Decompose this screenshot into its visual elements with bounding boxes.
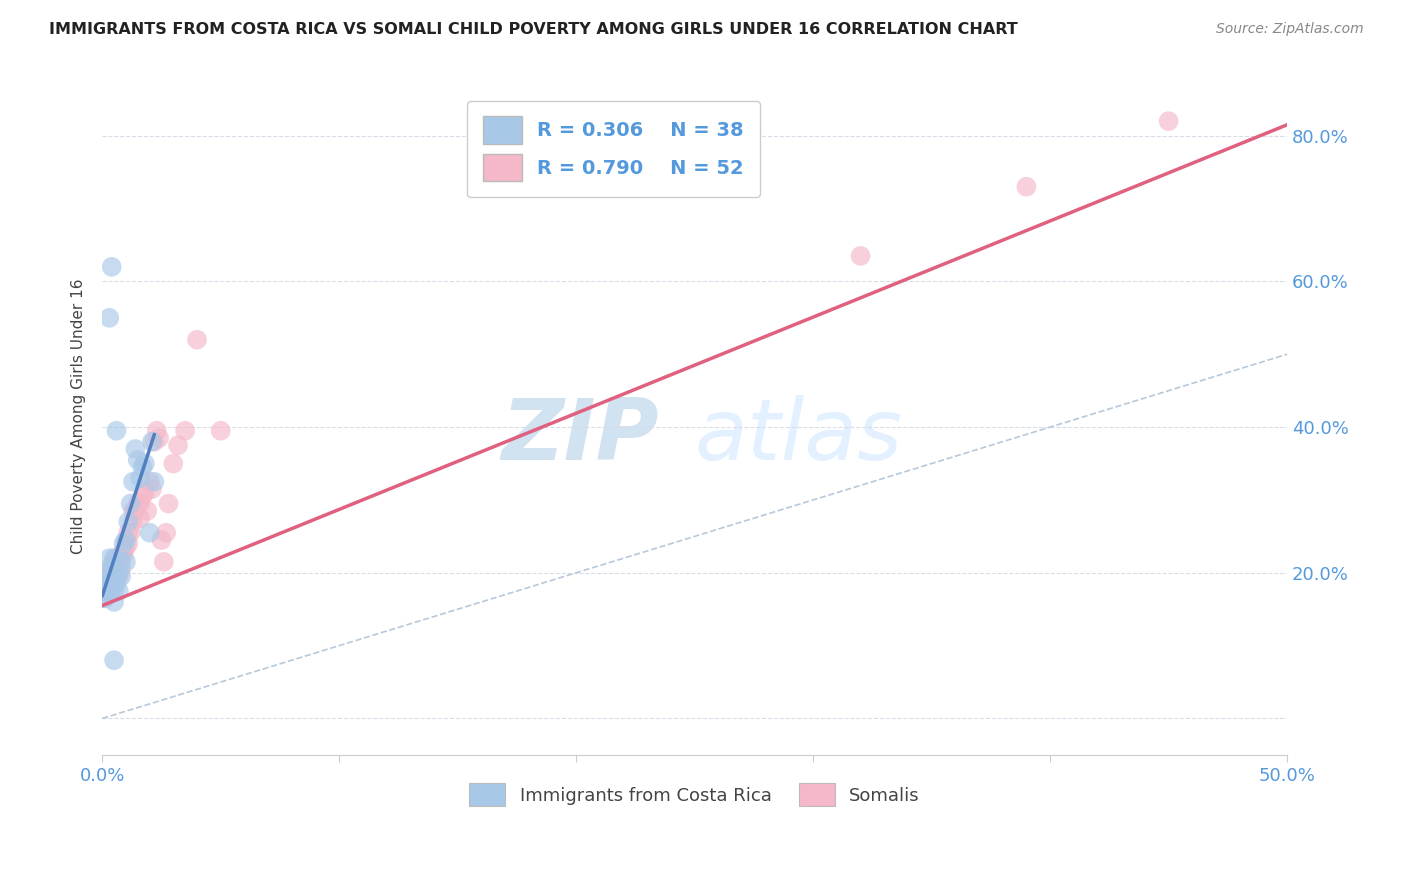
Point bbox=[115, 555, 138, 569]
Point bbox=[103, 584, 125, 599]
Point bbox=[134, 457, 156, 471]
Point bbox=[186, 333, 208, 347]
Point bbox=[110, 555, 132, 569]
Legend: Immigrants from Costa Rica, Somalis: Immigrants from Costa Rica, Somalis bbox=[463, 776, 927, 814]
Point bbox=[93, 576, 115, 591]
Point bbox=[127, 497, 149, 511]
Text: Source: ZipAtlas.com: Source: ZipAtlas.com bbox=[1216, 22, 1364, 37]
Point bbox=[110, 548, 132, 562]
Point bbox=[103, 653, 125, 667]
Point bbox=[1015, 179, 1038, 194]
Point bbox=[115, 533, 138, 547]
Point bbox=[129, 497, 152, 511]
Text: IMMIGRANTS FROM COSTA RICA VS SOMALI CHILD POVERTY AMONG GIRLS UNDER 16 CORRELAT: IMMIGRANTS FROM COSTA RICA VS SOMALI CHI… bbox=[49, 22, 1018, 37]
Point bbox=[120, 525, 142, 540]
Point bbox=[129, 471, 152, 485]
Point bbox=[98, 569, 121, 583]
Point bbox=[148, 431, 170, 445]
Point bbox=[96, 584, 118, 599]
Point bbox=[93, 591, 115, 606]
Point bbox=[122, 475, 145, 489]
Point bbox=[112, 536, 135, 550]
Point bbox=[155, 525, 177, 540]
Point bbox=[112, 548, 135, 562]
Point bbox=[103, 555, 125, 569]
Point bbox=[122, 504, 145, 518]
Point bbox=[141, 434, 163, 449]
Text: atlas: atlas bbox=[695, 395, 903, 478]
Point bbox=[103, 569, 125, 583]
Point bbox=[98, 573, 121, 587]
Point bbox=[110, 569, 132, 583]
Point bbox=[112, 544, 135, 558]
Point bbox=[105, 551, 128, 566]
Point bbox=[98, 576, 121, 591]
Point bbox=[96, 584, 118, 599]
Point bbox=[849, 249, 872, 263]
Point bbox=[107, 584, 129, 599]
Point bbox=[100, 576, 122, 591]
Point bbox=[98, 588, 121, 602]
Point bbox=[105, 424, 128, 438]
Point bbox=[98, 551, 121, 566]
Point bbox=[100, 576, 122, 591]
Point bbox=[105, 566, 128, 580]
Point bbox=[167, 438, 190, 452]
Point bbox=[117, 536, 139, 550]
Point bbox=[124, 442, 146, 456]
Text: ZIP: ZIP bbox=[502, 395, 659, 478]
Point bbox=[120, 497, 142, 511]
Point bbox=[122, 515, 145, 529]
Point bbox=[93, 584, 115, 599]
Point bbox=[115, 541, 138, 555]
Point bbox=[98, 310, 121, 325]
Point bbox=[117, 525, 139, 540]
Point bbox=[153, 555, 176, 569]
Point bbox=[138, 525, 160, 540]
Point bbox=[131, 489, 153, 503]
Y-axis label: Child Poverty Among Girls Under 16: Child Poverty Among Girls Under 16 bbox=[72, 278, 86, 554]
Point bbox=[162, 457, 184, 471]
Point bbox=[138, 475, 160, 489]
Point bbox=[141, 482, 163, 496]
Point bbox=[117, 515, 139, 529]
Point bbox=[93, 573, 115, 587]
Point bbox=[93, 591, 115, 606]
Point bbox=[100, 260, 122, 274]
Point bbox=[1157, 114, 1180, 128]
Point bbox=[131, 460, 153, 475]
Point bbox=[209, 424, 232, 438]
Point bbox=[157, 497, 180, 511]
Point bbox=[174, 424, 197, 438]
Point bbox=[127, 453, 149, 467]
Point bbox=[103, 551, 125, 566]
Point bbox=[129, 511, 152, 525]
Point bbox=[105, 576, 128, 591]
Point bbox=[115, 533, 138, 547]
Point bbox=[107, 555, 129, 569]
Point bbox=[96, 566, 118, 580]
Point bbox=[96, 580, 118, 594]
Point bbox=[96, 566, 118, 580]
Point bbox=[145, 424, 167, 438]
Point bbox=[136, 504, 159, 518]
Point bbox=[124, 504, 146, 518]
Point bbox=[100, 566, 122, 580]
Point bbox=[103, 595, 125, 609]
Point bbox=[105, 569, 128, 583]
Point bbox=[134, 485, 156, 500]
Point bbox=[98, 584, 121, 599]
Point bbox=[143, 434, 166, 449]
Point bbox=[110, 562, 132, 576]
Point bbox=[100, 558, 122, 573]
Point bbox=[143, 475, 166, 489]
Point bbox=[107, 566, 129, 580]
Point bbox=[96, 573, 118, 587]
Point bbox=[107, 569, 129, 583]
Point bbox=[150, 533, 173, 547]
Point bbox=[93, 584, 115, 599]
